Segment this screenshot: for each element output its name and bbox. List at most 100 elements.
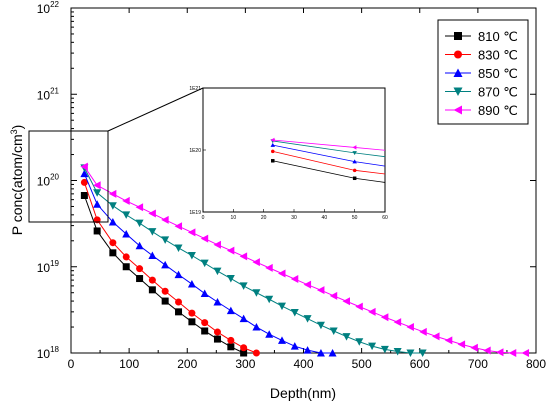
inset-x-tick-label: 20 [261, 215, 267, 221]
data-point [161, 260, 170, 269]
y-tick-exp: 19 [50, 259, 59, 268]
data-point [355, 338, 364, 346]
data-point [148, 251, 157, 260]
data-point [265, 295, 274, 304]
x-tick-label: 300 [235, 357, 255, 371]
data-point [252, 289, 261, 297]
inset-data-point [271, 149, 275, 154]
data-point [239, 252, 248, 261]
data-point [213, 328, 221, 336]
data-point [174, 270, 183, 279]
data-point [161, 215, 169, 224]
data-point [200, 259, 209, 268]
x-tick-label: 600 [410, 357, 430, 371]
data-point [200, 289, 209, 297]
inset-y-tick-label: 1E19 [189, 210, 201, 216]
data-point [239, 314, 248, 323]
y-axis-title: P conc(atom/cm3) [9, 125, 25, 236]
data-point [213, 298, 222, 306]
data-point [277, 269, 286, 278]
y-tick-exp: 22 [50, 0, 59, 9]
inset-data-point [352, 151, 357, 156]
data-point [174, 222, 183, 231]
y-tick-exp: 21 [50, 86, 59, 95]
zoom-region-box [28, 130, 109, 223]
data-point [135, 241, 144, 250]
y-tick-base: 10 [37, 347, 51, 361]
data-point [495, 348, 504, 357]
series-3 [80, 169, 337, 357]
data-point [226, 246, 235, 255]
data-point [252, 323, 261, 331]
data-point [419, 327, 427, 336]
inset-series-5 [270, 137, 386, 151]
x-tick-label: 200 [177, 357, 197, 371]
data-point [368, 307, 376, 316]
data-point [175, 298, 183, 306]
data-point [136, 275, 144, 283]
y-tick-label: 1022 [37, 0, 60, 16]
series-4 [80, 164, 427, 357]
data-point [136, 265, 144, 273]
data-point [122, 263, 130, 271]
inset-y-tick-label: 1E21 [189, 86, 201, 92]
data-point [108, 218, 117, 226]
data-point [188, 309, 196, 317]
data-point [303, 280, 312, 289]
data-point [483, 346, 491, 355]
zoom-connector [107, 87, 204, 132]
x-tick-label: 100 [119, 357, 139, 371]
x-tick-label: 400 [293, 357, 313, 371]
data-point [521, 349, 530, 357]
data-point [226, 306, 235, 315]
series-5 [80, 162, 530, 357]
inset-data-point [352, 159, 357, 164]
legend-item: 850 ℃ [445, 66, 518, 81]
data-point [290, 275, 299, 284]
series-layer [80, 162, 530, 357]
data-point [418, 349, 427, 357]
data-point [200, 234, 209, 243]
legend-label: 810 ℃ [478, 29, 518, 44]
inset-data-point [352, 145, 357, 150]
data-point [93, 181, 101, 190]
data-point [328, 349, 337, 357]
data-point [201, 327, 209, 335]
data-point [432, 332, 440, 341]
data-point [252, 258, 260, 267]
data-point [108, 189, 117, 198]
legend-label: 830 ℃ [478, 48, 518, 63]
y-axis-title-main: P conc(atom/cm [9, 134, 25, 235]
data-point [316, 349, 325, 357]
legend-label: 870 ℃ [478, 85, 518, 100]
data-point [108, 202, 117, 210]
inset-x-tick-label: 10 [231, 215, 237, 221]
y-tick-exp: 18 [50, 345, 59, 354]
data-point [265, 263, 273, 272]
inset-series-2 [271, 149, 386, 175]
data-point [316, 286, 325, 295]
y-axis-title-close: ) [9, 125, 25, 130]
data-point [226, 275, 235, 283]
data-point [93, 189, 102, 197]
data-point [175, 308, 183, 316]
data-point [227, 336, 235, 344]
x-tick-label: 700 [468, 357, 488, 371]
data-point [265, 330, 274, 338]
inset-data-point [270, 142, 276, 147]
legend-item: 810 ℃ [445, 29, 518, 44]
data-point [80, 169, 89, 178]
data-point [201, 319, 209, 327]
data-point [239, 282, 248, 290]
y-tick-label: 1018 [37, 345, 60, 361]
data-point [329, 327, 338, 335]
legend-frame [437, 19, 529, 125]
data-point [470, 343, 478, 352]
data-point [290, 308, 299, 317]
inset-x-tick-label: 30 [291, 215, 297, 221]
legend-marker [453, 68, 463, 77]
data-point [368, 342, 377, 351]
legend-marker [453, 87, 463, 96]
y-tick-exp: 20 [50, 173, 59, 182]
